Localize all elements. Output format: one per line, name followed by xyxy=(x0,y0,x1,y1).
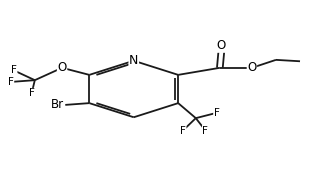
Text: O: O xyxy=(57,61,67,74)
Text: Br: Br xyxy=(51,98,64,111)
Text: F: F xyxy=(203,125,208,135)
Text: F: F xyxy=(29,88,34,98)
Text: N: N xyxy=(129,54,138,67)
Text: O: O xyxy=(217,39,226,52)
Text: O: O xyxy=(247,61,257,74)
Text: F: F xyxy=(11,66,17,75)
Text: F: F xyxy=(180,125,186,135)
Text: F: F xyxy=(8,77,14,87)
Text: F: F xyxy=(214,108,220,118)
